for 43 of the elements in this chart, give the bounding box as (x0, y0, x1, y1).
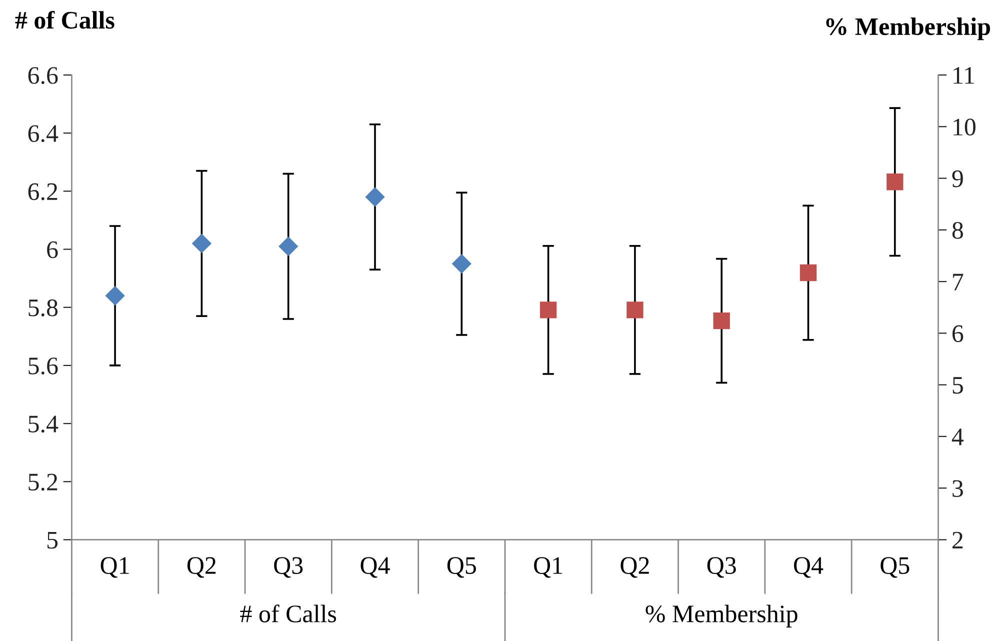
point (626, 302, 644, 318)
y2-tick-label: 2 (952, 532, 963, 548)
y-tick-label: 5.6 (28, 358, 58, 374)
y2-tick-label: 9 (952, 170, 963, 188)
y-tick-label: 6.2 (28, 183, 58, 200)
x-tick-label: Q2 (187, 557, 216, 578)
x-tick-label: Q1 (534, 557, 562, 578)
x-tick-label: Q3 (274, 557, 303, 578)
x-tick-label: Q2 (620, 557, 649, 578)
text: % Membership (646, 604, 798, 628)
point (192, 234, 212, 253)
y2-tick-label: 8 (952, 222, 963, 239)
point (886, 174, 904, 190)
y-axis-title: # of Calls (15, 10, 114, 29)
text: # of Calls (240, 604, 336, 622)
x-tick-label: Q5 (880, 557, 910, 578)
y2-axis-title: % Membership (826, 18, 990, 40)
y2-tick-label: 7 (953, 274, 964, 290)
point (713, 312, 730, 330)
y2-tick-label: 11 (954, 67, 974, 84)
point (106, 286, 125, 306)
y-tick-label: 5.2 (28, 474, 58, 491)
y-tick-label: 6.6 (28, 67, 58, 84)
y2-tick-label: 3 (952, 480, 963, 498)
y-tick-label: 6.4 (28, 125, 58, 142)
point (540, 302, 557, 318)
y-tick-label: 5 (47, 532, 58, 549)
y-tick-label: 6 (47, 241, 58, 258)
y2-tick-label: 4 (952, 428, 964, 446)
y-tick-label: 5.8 (28, 299, 58, 316)
point (365, 187, 385, 207)
x-tick-label: Q4 (794, 557, 824, 578)
y2-tick-label: 5 (952, 377, 963, 394)
x-tick-label: Q1 (100, 557, 129, 578)
x-tick-label: Q3 (707, 557, 736, 578)
y2-tick-label: 10 (954, 118, 976, 136)
point (278, 236, 298, 256)
point (800, 264, 817, 282)
x-tick-label: Q4 (360, 557, 390, 578)
y-tick-label: 5.4 (28, 416, 58, 433)
y2-tick-label: 6 (952, 325, 964, 342)
point (452, 254, 472, 274)
x-tick-label: Q5 (447, 557, 476, 578)
